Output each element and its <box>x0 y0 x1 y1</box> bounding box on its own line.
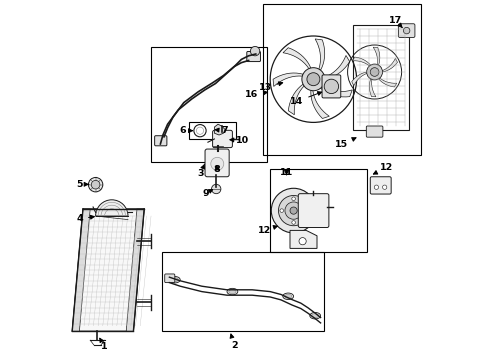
Circle shape <box>367 64 383 80</box>
Text: 5: 5 <box>76 180 89 189</box>
Bar <box>162 252 324 331</box>
Circle shape <box>285 202 302 219</box>
FancyBboxPatch shape <box>322 75 341 98</box>
Polygon shape <box>290 230 317 248</box>
Polygon shape <box>311 90 329 118</box>
Bar <box>189 122 236 139</box>
Bar <box>270 169 368 252</box>
FancyBboxPatch shape <box>247 51 261 62</box>
Text: 6: 6 <box>179 126 193 135</box>
Ellipse shape <box>285 294 292 298</box>
Circle shape <box>88 177 103 192</box>
Polygon shape <box>215 124 225 135</box>
Circle shape <box>211 157 224 170</box>
Ellipse shape <box>227 288 238 295</box>
Text: 17: 17 <box>389 15 402 28</box>
Circle shape <box>271 188 316 233</box>
Ellipse shape <box>283 293 294 300</box>
Text: 12: 12 <box>258 225 277 235</box>
Circle shape <box>280 209 284 212</box>
Ellipse shape <box>229 289 236 294</box>
Polygon shape <box>283 48 311 69</box>
Polygon shape <box>288 84 304 115</box>
Polygon shape <box>72 209 144 331</box>
FancyBboxPatch shape <box>205 149 229 177</box>
Text: 1: 1 <box>100 338 108 351</box>
Circle shape <box>290 207 297 214</box>
Circle shape <box>292 221 295 224</box>
Ellipse shape <box>170 276 180 283</box>
Wedge shape <box>96 200 128 216</box>
Circle shape <box>370 68 379 76</box>
Text: 14: 14 <box>290 92 321 106</box>
Ellipse shape <box>312 314 319 318</box>
Text: 15: 15 <box>335 138 356 149</box>
Ellipse shape <box>171 278 178 282</box>
Circle shape <box>304 209 307 212</box>
Circle shape <box>403 27 410 34</box>
Text: 2: 2 <box>230 334 238 350</box>
Circle shape <box>292 197 295 201</box>
Text: 3: 3 <box>197 164 205 178</box>
Circle shape <box>299 238 306 245</box>
FancyBboxPatch shape <box>213 130 232 148</box>
FancyBboxPatch shape <box>398 24 415 37</box>
Circle shape <box>278 195 309 226</box>
Ellipse shape <box>310 312 320 319</box>
Polygon shape <box>325 55 350 79</box>
Circle shape <box>324 79 339 94</box>
FancyBboxPatch shape <box>155 136 167 146</box>
Text: 9: 9 <box>202 189 213 198</box>
Polygon shape <box>315 39 325 70</box>
Polygon shape <box>373 47 380 65</box>
Polygon shape <box>273 73 303 86</box>
Text: 11: 11 <box>280 167 293 176</box>
Polygon shape <box>320 87 352 97</box>
FancyBboxPatch shape <box>165 274 175 283</box>
Polygon shape <box>352 72 367 86</box>
FancyBboxPatch shape <box>370 177 391 194</box>
Circle shape <box>307 73 320 86</box>
Text: 16: 16 <box>245 90 268 99</box>
Bar <box>151 47 267 162</box>
Text: 7: 7 <box>215 126 228 135</box>
Text: 12: 12 <box>373 163 393 174</box>
Text: 13: 13 <box>259 82 283 92</box>
Circle shape <box>212 184 221 194</box>
Circle shape <box>91 180 100 189</box>
Polygon shape <box>382 58 397 72</box>
Polygon shape <box>369 79 376 97</box>
Text: 10: 10 <box>230 136 249 145</box>
FancyBboxPatch shape <box>367 126 383 137</box>
Polygon shape <box>126 209 144 331</box>
Circle shape <box>302 68 325 91</box>
Bar <box>263 4 421 155</box>
Circle shape <box>383 185 387 189</box>
Circle shape <box>250 46 260 56</box>
Bar <box>353 25 409 130</box>
Polygon shape <box>352 57 370 66</box>
Text: 4: 4 <box>76 214 94 223</box>
FancyBboxPatch shape <box>298 194 329 228</box>
Text: 8: 8 <box>214 165 220 174</box>
Circle shape <box>374 185 379 189</box>
Polygon shape <box>72 209 90 331</box>
Polygon shape <box>379 78 397 87</box>
